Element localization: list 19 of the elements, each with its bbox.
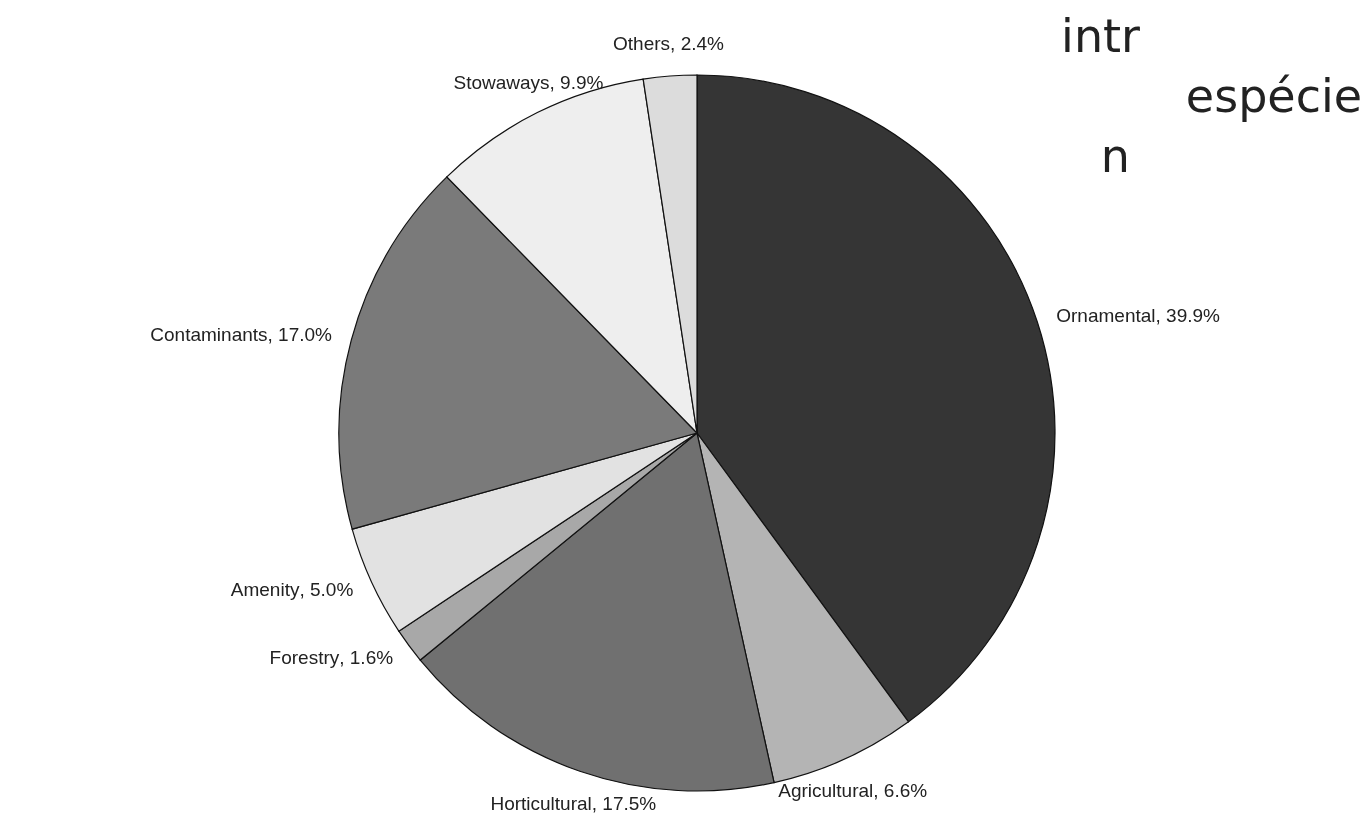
slice-label: Forestry — [269, 646, 340, 668]
data-label: , 6.6% — [873, 780, 928, 802]
data-label: , 17.0% — [267, 323, 333, 345]
text: espécie — [1185, 69, 1362, 123]
slice-label: Others — [613, 33, 671, 55]
slice-label: Agricultural — [778, 780, 874, 802]
slice-label: Contaminants — [150, 323, 268, 345]
data-label: , 2.4% — [670, 33, 725, 55]
text: n — [1100, 129, 1130, 183]
slice-label: Ornamental — [1056, 304, 1156, 326]
text: intr — [1061, 9, 1141, 63]
data-label: , 39.9% — [1155, 304, 1221, 326]
data-label: , 1.6% — [339, 646, 394, 668]
data-label: , 17.5% — [591, 793, 657, 815]
data-label: , 5.0% — [299, 579, 354, 601]
slice-label: Horticultural — [490, 793, 592, 815]
data-label: , 9.9% — [549, 71, 604, 93]
slice-label: Stowaways — [453, 71, 550, 93]
slice-label: Amenity — [230, 579, 300, 601]
